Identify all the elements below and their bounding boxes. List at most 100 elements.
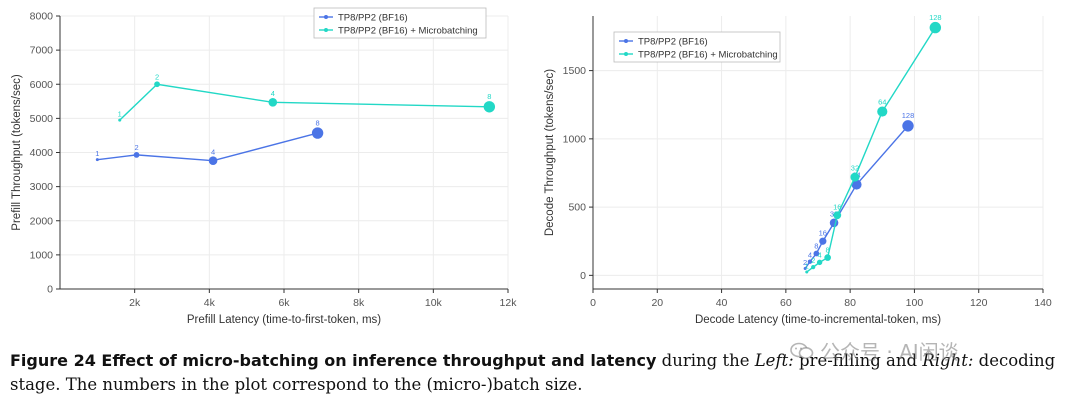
data-point	[803, 267, 807, 271]
legend-swatch-marker	[324, 28, 328, 32]
data-point	[902, 120, 914, 132]
x-tick-label: 100	[906, 297, 924, 309]
data-point	[268, 98, 278, 107]
data-point	[813, 250, 820, 257]
data-label: 32	[851, 164, 859, 173]
data-point	[819, 237, 827, 245]
x-tick-label: 20	[651, 297, 663, 309]
data-label: 16	[819, 229, 827, 238]
x-tick-label: 10k	[425, 297, 443, 309]
y-tick-label: 500	[568, 202, 586, 214]
figure-charts: 2k 4k 6k 8k 10k 12k01000200030004000500060007…	[11, 7, 1052, 326]
data-point	[805, 270, 809, 274]
data-label: 8	[316, 118, 320, 127]
data-point	[877, 106, 888, 117]
data-label: 8	[487, 92, 491, 101]
x-tick-label: 140	[1034, 297, 1052, 309]
data-label: 8	[826, 245, 830, 254]
legend-entry: TP8/PP2 (BF16) + Microbatching	[638, 50, 778, 61]
series-line	[804, 125, 909, 269]
data-label: 8	[814, 242, 818, 251]
x-tick-label: 4k	[204, 297, 216, 309]
y-tick-label: 1000	[30, 249, 54, 261]
x-tick-label: 0	[590, 297, 596, 309]
data-point	[824, 254, 831, 261]
chart-prefill: 2k 4k 6k 8k 10k 12k 0 1000 2000 3000 4000 5000 6000 7…	[11, 7, 518, 326]
data-label: 128	[929, 13, 942, 22]
data-label: 2	[155, 72, 159, 81]
series-line	[97, 132, 318, 162]
y-tick-label: 1000	[563, 133, 587, 145]
y-axis-label: Prefill Throughput (tokens/sec)	[11, 74, 23, 231]
x-tick-label: 120	[970, 297, 988, 309]
data-label: 2	[811, 256, 815, 265]
x-tick-label: 8k	[353, 297, 365, 309]
data-point	[850, 172, 860, 182]
data-point	[811, 265, 816, 270]
y-tick-label: 5000	[30, 113, 54, 125]
x-tick-label: 80	[844, 297, 856, 309]
data-label: 4	[271, 89, 275, 98]
chart-decode: 0 20 40 60 80 100 120 140 0 500 1000 1500 Decode Lat…	[544, 13, 1052, 326]
y-tick-label: 6000	[30, 79, 54, 91]
x-axis-label: Decode Latency (time-to-incremental-toke…	[695, 314, 941, 326]
x-tick-label: 2k	[129, 297, 141, 309]
x-tick-label: 60	[780, 297, 792, 309]
y-tick-label: 2000	[30, 215, 54, 227]
caption-right: Right:	[922, 351, 974, 370]
series-line	[119, 83, 490, 121]
legend-entry: TP8/PP2 (BF16)	[338, 13, 408, 24]
y-tick-label: 0	[580, 270, 586, 282]
x-tick-label: 12k	[500, 297, 518, 309]
data-point	[833, 211, 842, 220]
legend-swatch-marker	[624, 52, 628, 56]
data-label: 2	[803, 258, 807, 267]
data-point	[118, 118, 122, 122]
y-tick-label: 1500	[563, 65, 587, 77]
data-point	[154, 81, 160, 88]
data-point	[95, 158, 99, 162]
data-point	[829, 218, 839, 228]
y-tick-label: 0	[47, 284, 53, 296]
y-axis-label: Decode Throughput (tokens/sec)	[544, 69, 556, 236]
legend: TP8/PP2 (BF16) TP8/PP2 (BF16) + Microbatc…	[313, 7, 487, 39]
data-point	[929, 21, 942, 34]
y-tick-label: 4000	[30, 147, 54, 159]
legend-swatch-marker	[324, 15, 328, 19]
data-point	[483, 101, 496, 113]
x-tick-label: 6k	[278, 297, 290, 309]
y-tick-label: 8000	[30, 11, 54, 23]
data-point	[807, 259, 813, 264]
data-label: 128	[902, 111, 915, 120]
legend-box	[313, 7, 487, 39]
caption-text-3: decoding stage. The numbers in the plot …	[10, 351, 1056, 394]
data-label: 4	[808, 251, 812, 260]
x-tick-label: 40	[716, 297, 728, 309]
data-point	[816, 259, 823, 266]
data-label: 16	[833, 202, 841, 211]
data-point	[208, 156, 218, 165]
caption-text-1: during the	[656, 351, 755, 370]
data-label: 64	[878, 97, 886, 106]
legend-box	[613, 31, 781, 63]
caption-text-2: pre-filling and	[793, 351, 923, 370]
data-label: 4	[818, 251, 822, 260]
x-axis-label: Prefill Latency (time-to-first-token, ms…	[187, 314, 381, 326]
figure-caption: Figure 24 Effect of micro-batching on in…	[10, 349, 1072, 397]
data-label: 2	[134, 143, 138, 152]
data-label: 4	[211, 147, 215, 156]
data-point	[311, 127, 324, 139]
data-label: 1	[95, 149, 99, 158]
legend: TP8/PP2 (BF16) TP8/PP2 (BF16) + Microbatc…	[613, 31, 781, 63]
data-point	[133, 151, 140, 158]
y-tick-label: 7000	[30, 45, 54, 57]
data-label: 1	[805, 261, 809, 270]
y-tick-label: 3000	[30, 181, 54, 193]
data-label: 1	[118, 110, 122, 119]
legend-entry: TP8/PP2 (BF16) + Microbatching	[338, 26, 478, 37]
legend-swatch-marker	[624, 39, 628, 43]
caption-lead: Figure 24 Effect of micro-batching on in…	[10, 351, 657, 370]
caption-left: Left:	[754, 351, 794, 370]
data-point	[851, 179, 862, 190]
legend-entry: TP8/PP2 (BF16)	[638, 37, 708, 48]
